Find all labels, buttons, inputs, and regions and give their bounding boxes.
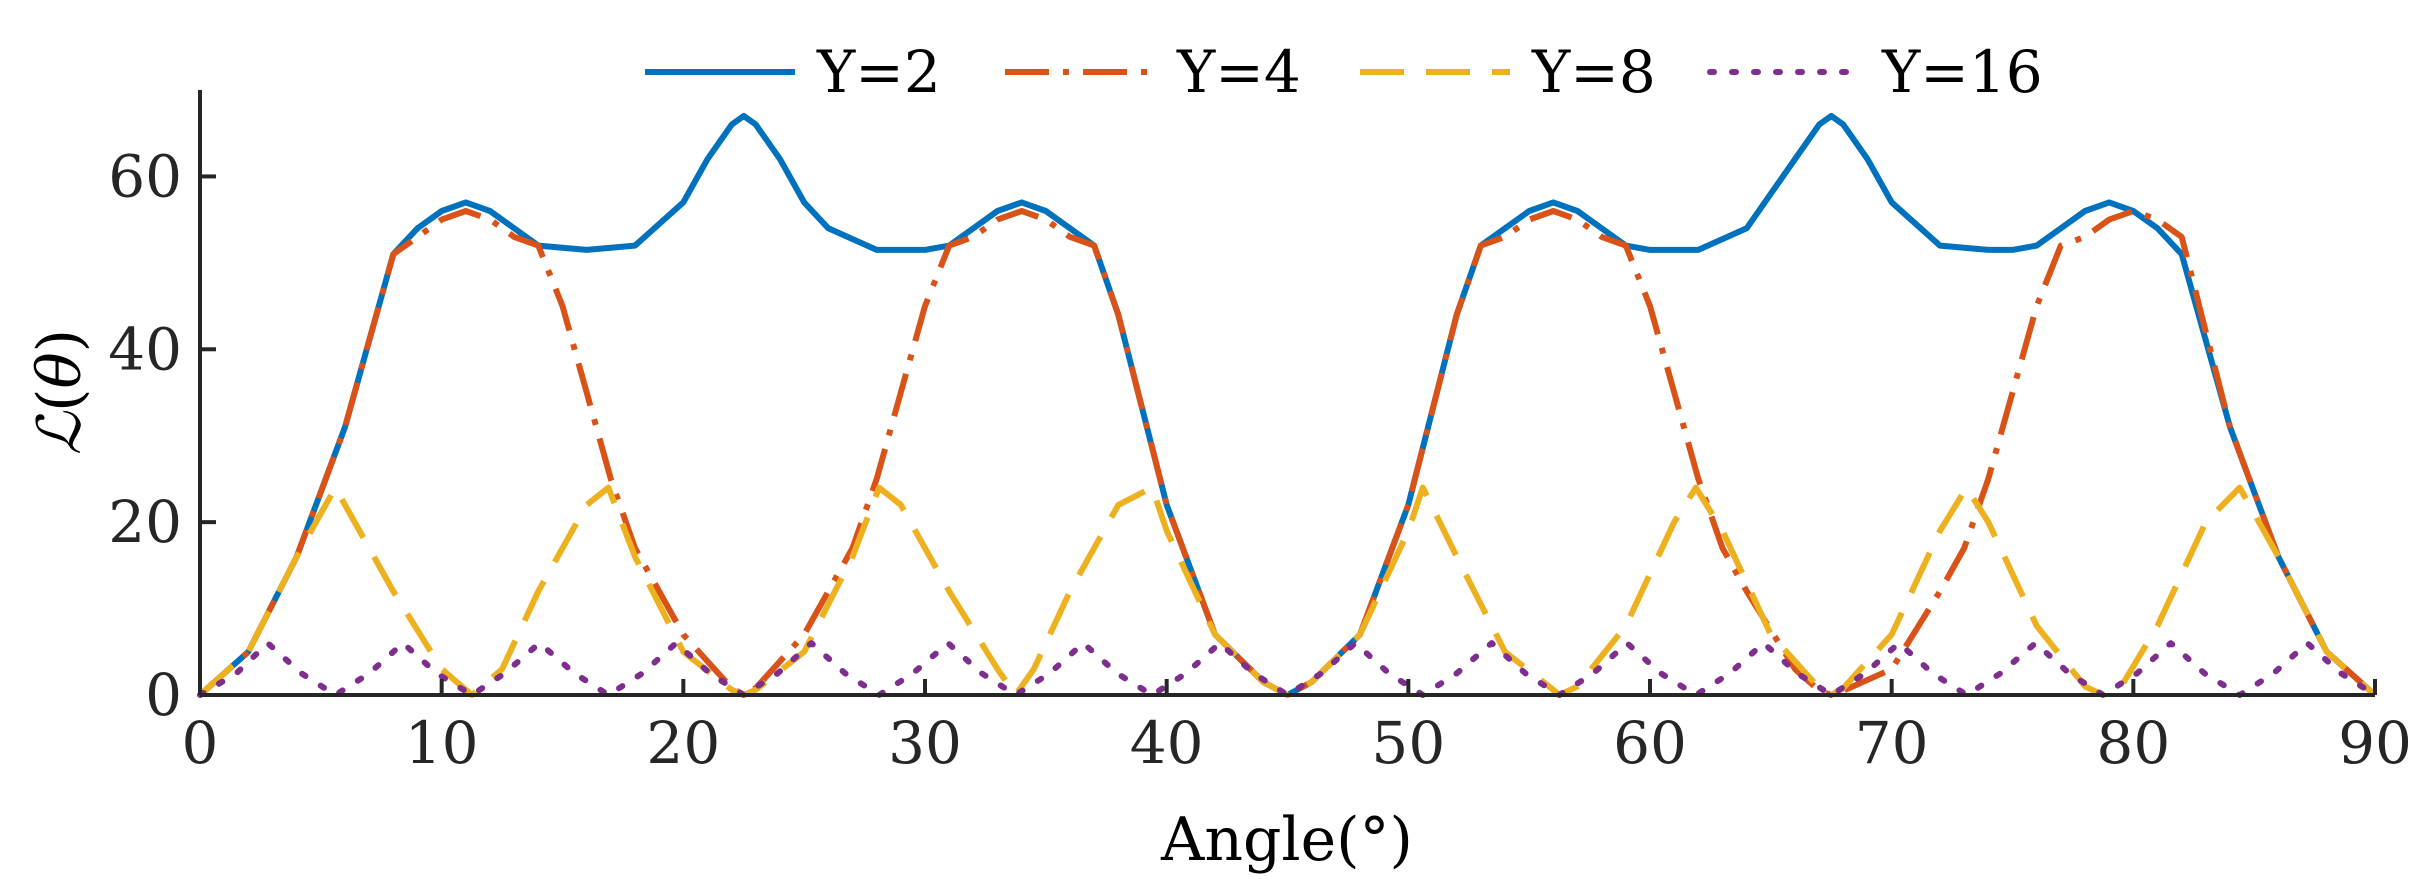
y-ticks: 0 20 40 60	[108, 142, 216, 729]
x-tick-label: 10	[405, 709, 479, 777]
x-tick-label: 70	[1855, 709, 1929, 777]
series-line-y8	[198, 484, 2377, 698]
legend-label: Y=2	[816, 38, 941, 106]
axes	[198, 90, 2375, 697]
series-line-y2	[198, 112, 2377, 698]
x-tick-label: 0	[182, 709, 219, 777]
x-tick-label: 30	[888, 709, 962, 777]
series-line-y16	[197, 640, 2378, 698]
x-tick-label: 90	[2338, 709, 2412, 777]
y-tick-label: 0	[145, 661, 182, 729]
x-axis-title: Angle(°)	[1160, 805, 1413, 875]
legend-label: Y=16	[1881, 38, 2043, 106]
y-axis-title-script-l: ℒ	[25, 410, 95, 455]
x-tick-label: 20	[646, 709, 720, 777]
x-tick-label: 60	[1613, 709, 1687, 777]
y-tick-label: 40	[108, 315, 182, 383]
y-axis-title: ℒ(θ)	[25, 329, 95, 455]
legend: Y=2 Y=4 Y=8 Y=16	[645, 38, 2043, 106]
legend-label: Y=8	[1531, 38, 1656, 106]
x-tick-label: 80	[2096, 709, 2170, 777]
legend-label: Y=4	[1176, 38, 1301, 106]
x-tick-label: 50	[1371, 709, 1445, 777]
y-axis-title-group: ℒ(θ)	[25, 329, 95, 455]
y-axis-title-theta: θ	[25, 352, 95, 388]
x-tick-label: 40	[1130, 709, 1204, 777]
series-layer	[197, 112, 2378, 698]
y-axis-title-open-paren: (	[25, 388, 95, 411]
y-axis-title-close-paren: )	[25, 329, 95, 352]
x-ticks: 0 10 20 30 40 50 60 70 80 90	[182, 679, 2412, 777]
series-line-y4	[198, 208, 2377, 698]
y-tick-label: 20	[108, 488, 182, 556]
y-tick-label: 60	[108, 142, 182, 210]
